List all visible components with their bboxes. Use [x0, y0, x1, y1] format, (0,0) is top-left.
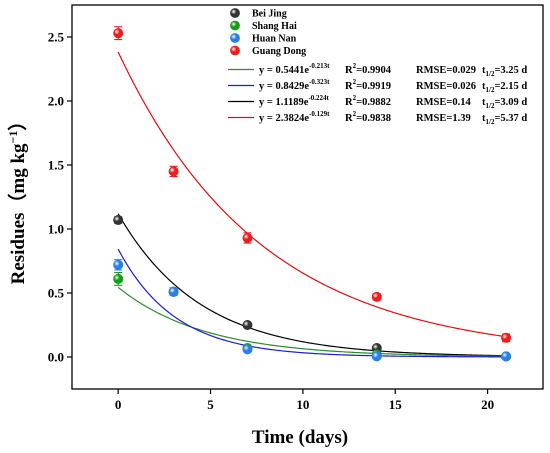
equation-formula: y = 1.1189e-0.224t — [259, 94, 330, 108]
plot-frame — [71, 4, 544, 390]
data-point-huan-nan — [168, 286, 179, 297]
equation-base: y = 1.1189e — [259, 97, 309, 108]
y-axis-ticks: 0.0 0.5 1.0 1.5 2.0 2.5 — [48, 30, 72, 365]
y-axis-title-end: ） — [6, 112, 29, 131]
equation-r2: R2=0.9838 — [345, 110, 391, 124]
equation-half-life: t1/2=3.09 d — [482, 97, 527, 110]
half-life-value: =5.37 d — [494, 113, 527, 124]
equation-r2: R2=0.9919 — [345, 78, 391, 92]
x-tick-label: 15 — [389, 397, 403, 412]
equation-half-life: t1/2=2.15 d — [482, 81, 527, 94]
legend-marker-bei-jing — [230, 8, 240, 18]
equation-formula: y = 0.8429e-0.323t — [259, 78, 330, 92]
fit-curves — [117, 51, 507, 358]
x-axis-title: Time (days) — [252, 427, 348, 448]
r2-sup: 2 — [353, 78, 357, 86]
legend-label: Shang Hai — [252, 21, 297, 32]
equation-r2: R2=0.9904 — [345, 62, 392, 76]
r2-label: R — [345, 65, 353, 76]
r2-value: =0.9919 — [356, 81, 391, 92]
half-life-value: =2.15 d — [494, 81, 527, 92]
equation-half-life: t1/2=3.25 d — [482, 65, 527, 78]
equation-formula: y = 0.5441e-0.213t — [259, 62, 330, 76]
r2-label: R — [345, 81, 353, 92]
equation-rmse: RMSE=0.14 — [416, 97, 471, 108]
data-point-shang-hai — [113, 273, 124, 284]
y-tick-label: 0.0 — [48, 350, 64, 365]
data-point-guang-dong — [113, 28, 124, 39]
equation-r2: R2=0.9882 — [345, 94, 391, 108]
legend-marker-guang-dong — [230, 45, 240, 56]
data-point-guang-dong — [168, 166, 179, 177]
legend-label: Guang Dong — [252, 46, 306, 57]
x-tick-label: 10 — [296, 397, 309, 412]
y-tick-label: 1.5 — [48, 158, 65, 173]
equation-exponent: -0.323t — [309, 78, 330, 86]
legend-label: Bei Jing — [252, 9, 287, 20]
fit-curve-bei-jing — [117, 213, 507, 357]
legend-label: Huan Nan — [252, 34, 297, 45]
data-points — [113, 26, 512, 362]
half-life-sub: 1/2 — [486, 70, 495, 78]
half-life-value: =3.09 d — [494, 97, 527, 108]
equation-exponent: -0.129t — [309, 110, 330, 118]
fit-curve-shang-hai — [117, 286, 507, 357]
legend-marker-shang-hai — [230, 20, 240, 31]
data-point-huan-nan — [242, 344, 253, 355]
equation-rmse: RMSE=0.029 — [416, 65, 476, 76]
r2-sup: 2 — [353, 110, 357, 118]
data-point-guang-dong — [371, 291, 382, 302]
equation-half-life: t1/2=5.37 d — [482, 113, 527, 126]
equation-rmse: RMSE=0.026 — [416, 81, 476, 92]
half-life-sub: 1/2 — [486, 118, 495, 126]
equation-rmse: RMSE=1.39 — [416, 113, 471, 124]
x-tick-label: 0 — [115, 397, 122, 412]
data-point-huan-nan — [113, 259, 124, 270]
equation-base: y = 0.5441e — [259, 65, 309, 76]
half-life-label: t — [482, 81, 486, 92]
half-life-label: t — [482, 97, 486, 108]
data-point-huan-nan — [371, 351, 382, 362]
y-axis-title-sup: −1 — [6, 131, 20, 144]
legend-marker-huan-nan — [230, 33, 240, 43]
half-life-sub: 1/2 — [486, 86, 495, 94]
half-life-label: t — [482, 113, 486, 124]
fit-curve-guang-dong — [117, 51, 507, 338]
r2-label: R — [345, 97, 353, 108]
equation-base: y = 2.3824e — [259, 113, 309, 124]
fit-curve-huan-nan — [117, 248, 507, 358]
data-point-huan-nan — [501, 351, 512, 362]
equation-exponent: -0.224t — [308, 94, 329, 102]
x-tick-label: 5 — [207, 397, 214, 412]
x-axis-ticks: 0 5 10 15 20 — [115, 389, 494, 412]
half-life-value: =3.25 d — [494, 65, 527, 76]
y-tick-label: 2.5 — [48, 30, 65, 45]
r2-value: =0.9904 — [356, 65, 392, 76]
x-tick-label: 20 — [481, 397, 494, 412]
legend-equations: y = 0.5441e-0.213t R2=0.9904 RMSE=0.029 t1/… — [228, 62, 527, 126]
y-tick-label: 1.0 — [48, 222, 64, 237]
data-point-guang-dong — [501, 332, 512, 343]
r2-label: R — [345, 113, 353, 124]
data-point-bei-jing — [113, 215, 124, 226]
y-tick-label: 2.0 — [48, 94, 64, 109]
r2-sup: 2 — [353, 62, 357, 70]
equation-formula: y = 2.3824e-0.129t — [259, 110, 330, 124]
y-axis-title: Residues（mg kg−1） — [6, 112, 29, 285]
half-life-label: t — [482, 65, 486, 76]
equation-exponent: -0.213t — [309, 62, 330, 70]
data-point-bei-jing — [242, 319, 253, 330]
r2-value: =0.9882 — [356, 97, 391, 108]
equation-base: y = 0.8429e — [259, 81, 309, 92]
r2-sup: 2 — [353, 94, 357, 102]
y-tick-label: 0.5 — [48, 286, 65, 301]
r2-value: =0.9838 — [356, 113, 391, 124]
half-life-sub: 1/2 — [486, 102, 495, 110]
y-axis-title-main: Residues（mg kg — [6, 143, 29, 284]
data-point-guang-dong — [242, 232, 253, 243]
